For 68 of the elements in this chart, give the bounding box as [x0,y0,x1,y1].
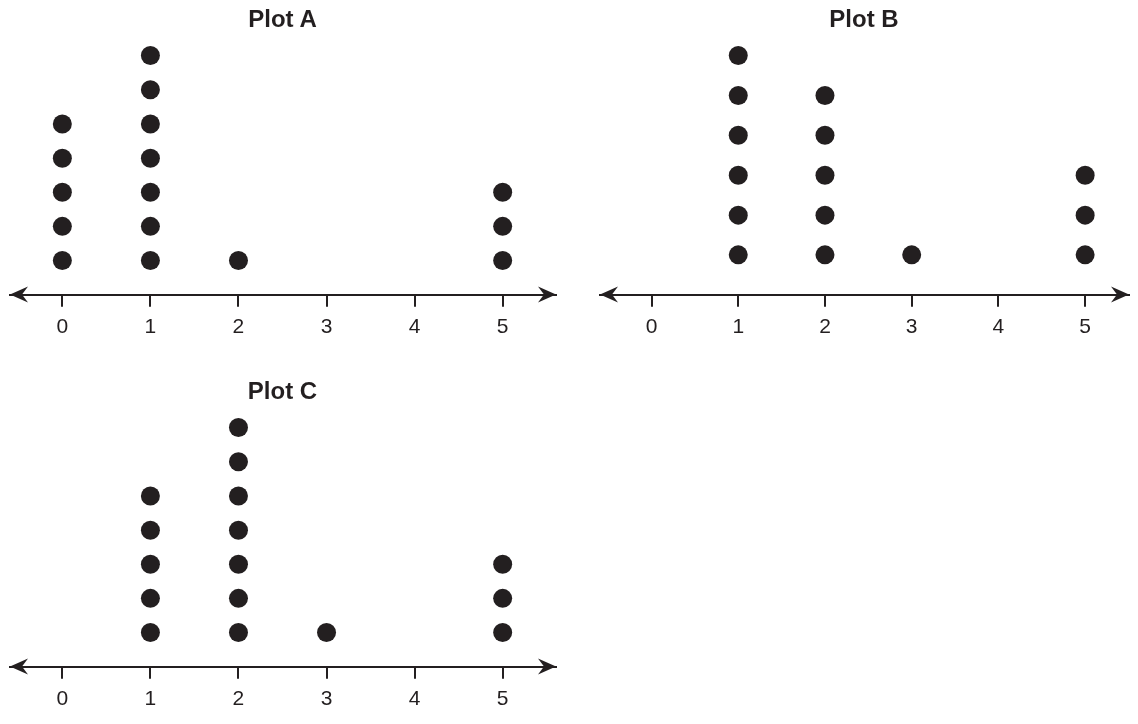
point [815,125,835,145]
point [728,125,748,145]
point [52,182,72,202]
point [140,623,160,643]
point [140,486,160,506]
x-tick-label: 2 [232,314,245,338]
point [52,114,72,134]
point [140,46,160,66]
point [228,418,248,438]
point [902,245,922,265]
point [317,623,337,643]
point [728,165,748,185]
chart-title: Plot B [829,5,899,33]
x-tick-label: 2 [819,314,831,338]
point [52,148,72,168]
point [1075,165,1095,185]
point [228,486,248,506]
point [140,520,160,540]
x-tick-label: 3 [905,314,918,338]
point [228,520,248,540]
chart-title: Plot A [248,5,317,33]
x-tick-label: 2 [232,686,245,710]
x-tick-label: 4 [408,314,421,338]
x-tick-label: 5 [1079,314,1091,338]
point [728,86,748,105]
point [1075,205,1095,225]
x-tick-label: 3 [320,314,333,338]
point [815,245,835,265]
point [728,245,748,265]
point [728,205,748,225]
point [52,216,72,236]
x-tick-label: 5 [496,314,509,338]
x-tick-label: 0 [645,314,658,338]
point [140,148,160,168]
point [815,165,835,185]
point [493,251,513,271]
point [228,623,248,643]
point [140,114,160,134]
x-tick-label: 1 [732,314,745,338]
point [140,182,160,202]
x-tick-label: 0 [56,686,69,710]
x-tick-label: 4 [992,314,1005,338]
point [140,251,160,271]
point [228,554,248,574]
point [228,588,248,608]
point [493,216,513,236]
x-tick-label: 0 [56,314,69,338]
point [493,554,513,574]
point [140,216,160,236]
point [493,182,513,202]
point [1075,245,1095,265]
x-tick-label: 3 [320,686,333,710]
point [728,46,748,66]
point [52,251,72,271]
point [493,623,513,643]
point [228,452,248,472]
x-tick-label: 1 [144,314,157,338]
x-tick-label: 1 [144,686,157,710]
point [493,588,513,608]
x-tick-label: 5 [496,686,509,710]
point [140,588,160,608]
point [815,86,835,105]
x-tick-label: 4 [408,686,421,710]
point [140,80,160,100]
point [140,554,160,574]
point [815,205,835,225]
point [228,251,248,271]
chart-title: Plot C [247,377,318,405]
